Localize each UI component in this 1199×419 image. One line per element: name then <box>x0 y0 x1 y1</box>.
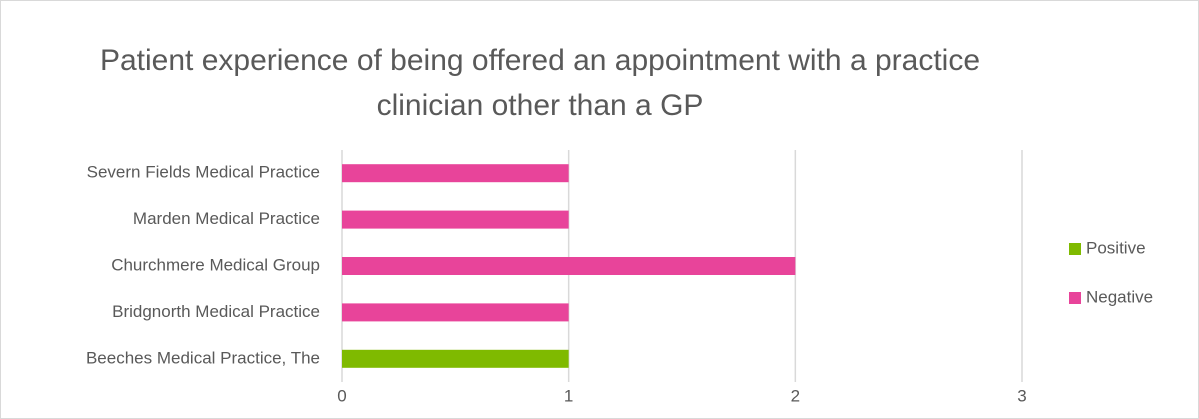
y-tick-label: Churchmere Medical Group <box>111 255 320 274</box>
x-tick-label: 2 <box>791 386 800 405</box>
chart-title: Patient experience of being offered an a… <box>99 44 981 122</box>
legend-label: Negative <box>1086 287 1153 306</box>
legend-swatch <box>1069 292 1081 304</box>
x-tick-label: 1 <box>564 386 573 405</box>
y-tick-label: Beeches Medical Practice, The <box>86 348 320 367</box>
y-tick-label: Severn Fields Medical Practice <box>87 163 320 182</box>
bar <box>342 257 796 275</box>
x-tick-label: 3 <box>1017 386 1026 405</box>
bar <box>342 164 569 183</box>
bar <box>342 349 569 368</box>
y-tick-label: Marden Medical Practice <box>133 209 320 228</box>
bar <box>342 210 569 229</box>
bar <box>342 303 569 322</box>
legend-label: Positive <box>1086 238 1146 257</box>
legend-swatch <box>1069 243 1081 255</box>
x-tick-label: 0 <box>337 386 346 405</box>
y-tick-label: Bridgnorth Medical Practice <box>112 302 320 321</box>
